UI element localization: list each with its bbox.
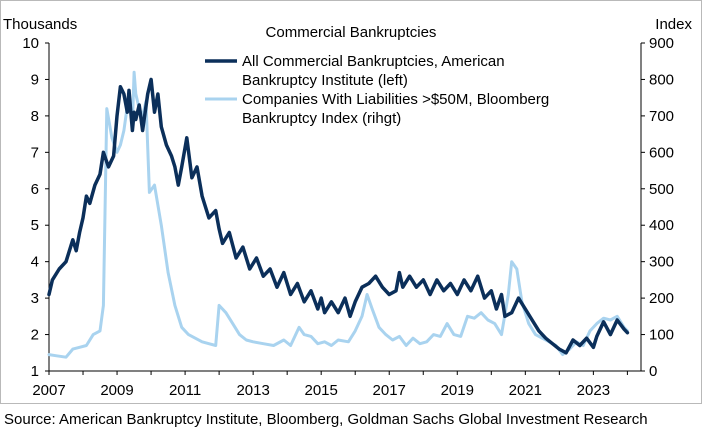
y-right-tick-label: 100	[649, 327, 674, 344]
legend-label-large-companies-line2: Bankruptcy Index (rihgt)	[242, 110, 401, 127]
chart-svg: Thousands Index Commercial Bankruptcies …	[3, 16, 692, 399]
y-left-tick-label: 10	[22, 35, 39, 52]
right-axis-unit: Index	[655, 16, 692, 33]
x-tick-label: 2013	[236, 382, 269, 399]
y-right-tick-label: 200	[649, 290, 674, 307]
y-left-tick-label: 6	[31, 181, 39, 198]
axes-group: 1234567891001002003004005006007008009002…	[22, 35, 674, 399]
chart-title: Commercial Bankruptcies	[266, 24, 437, 41]
left-axis-unit: Thousands	[3, 16, 77, 33]
y-right-tick-label: 0	[649, 363, 657, 380]
y-right-tick-label: 800	[649, 71, 674, 88]
y-left-tick-label: 1	[31, 363, 39, 380]
x-tick-label: 2019	[441, 382, 474, 399]
y-right-tick-label: 400	[649, 217, 674, 234]
y-right-tick-label: 700	[649, 108, 674, 125]
y-left-tick-label: 2	[31, 327, 39, 344]
legend-label-bankruptcies-line2: Bankruptcy Institute (left)	[242, 72, 408, 89]
x-tick-label: 2011	[169, 382, 201, 399]
x-tick-label: 2007	[32, 382, 65, 399]
y-left-tick-label: 8	[31, 108, 39, 125]
y-left-tick-label: 3	[31, 290, 39, 307]
y-right-tick-label: 600	[649, 144, 674, 161]
legend-label-large-companies-line1: Companies With Liabilities >$50M, Bloomb…	[242, 91, 549, 108]
plot-lines	[47, 70, 630, 359]
y-left-tick-label: 7	[31, 144, 39, 161]
y-left-tick-label: 4	[31, 254, 39, 271]
chart-frame: Thousands Index Commercial Bankruptcies …	[0, 0, 702, 404]
y-right-tick-label: 900	[649, 35, 674, 52]
x-tick-label: 2023	[577, 382, 610, 399]
y-left-tick-label: 5	[31, 217, 39, 234]
x-tick-label: 2021	[509, 382, 542, 399]
x-tick-label: 2015	[304, 382, 337, 399]
y-right-tick-label: 500	[649, 181, 674, 198]
y-left-tick-label: 9	[31, 71, 39, 88]
legend: All Commercial Bankruptcies, American Ba…	[205, 53, 549, 127]
legend-label-bankruptcies-line1: All Commercial Bankruptcies, American	[242, 53, 505, 70]
source-note: Source: American Bankruptcy Institute, B…	[4, 411, 648, 428]
series-line-bankruptcies	[47, 77, 630, 355]
y-right-tick-label: 300	[649, 254, 674, 271]
x-tick-label: 2009	[100, 382, 133, 399]
series-line-large-companies	[47, 70, 629, 359]
x-tick-label: 2017	[373, 382, 406, 399]
